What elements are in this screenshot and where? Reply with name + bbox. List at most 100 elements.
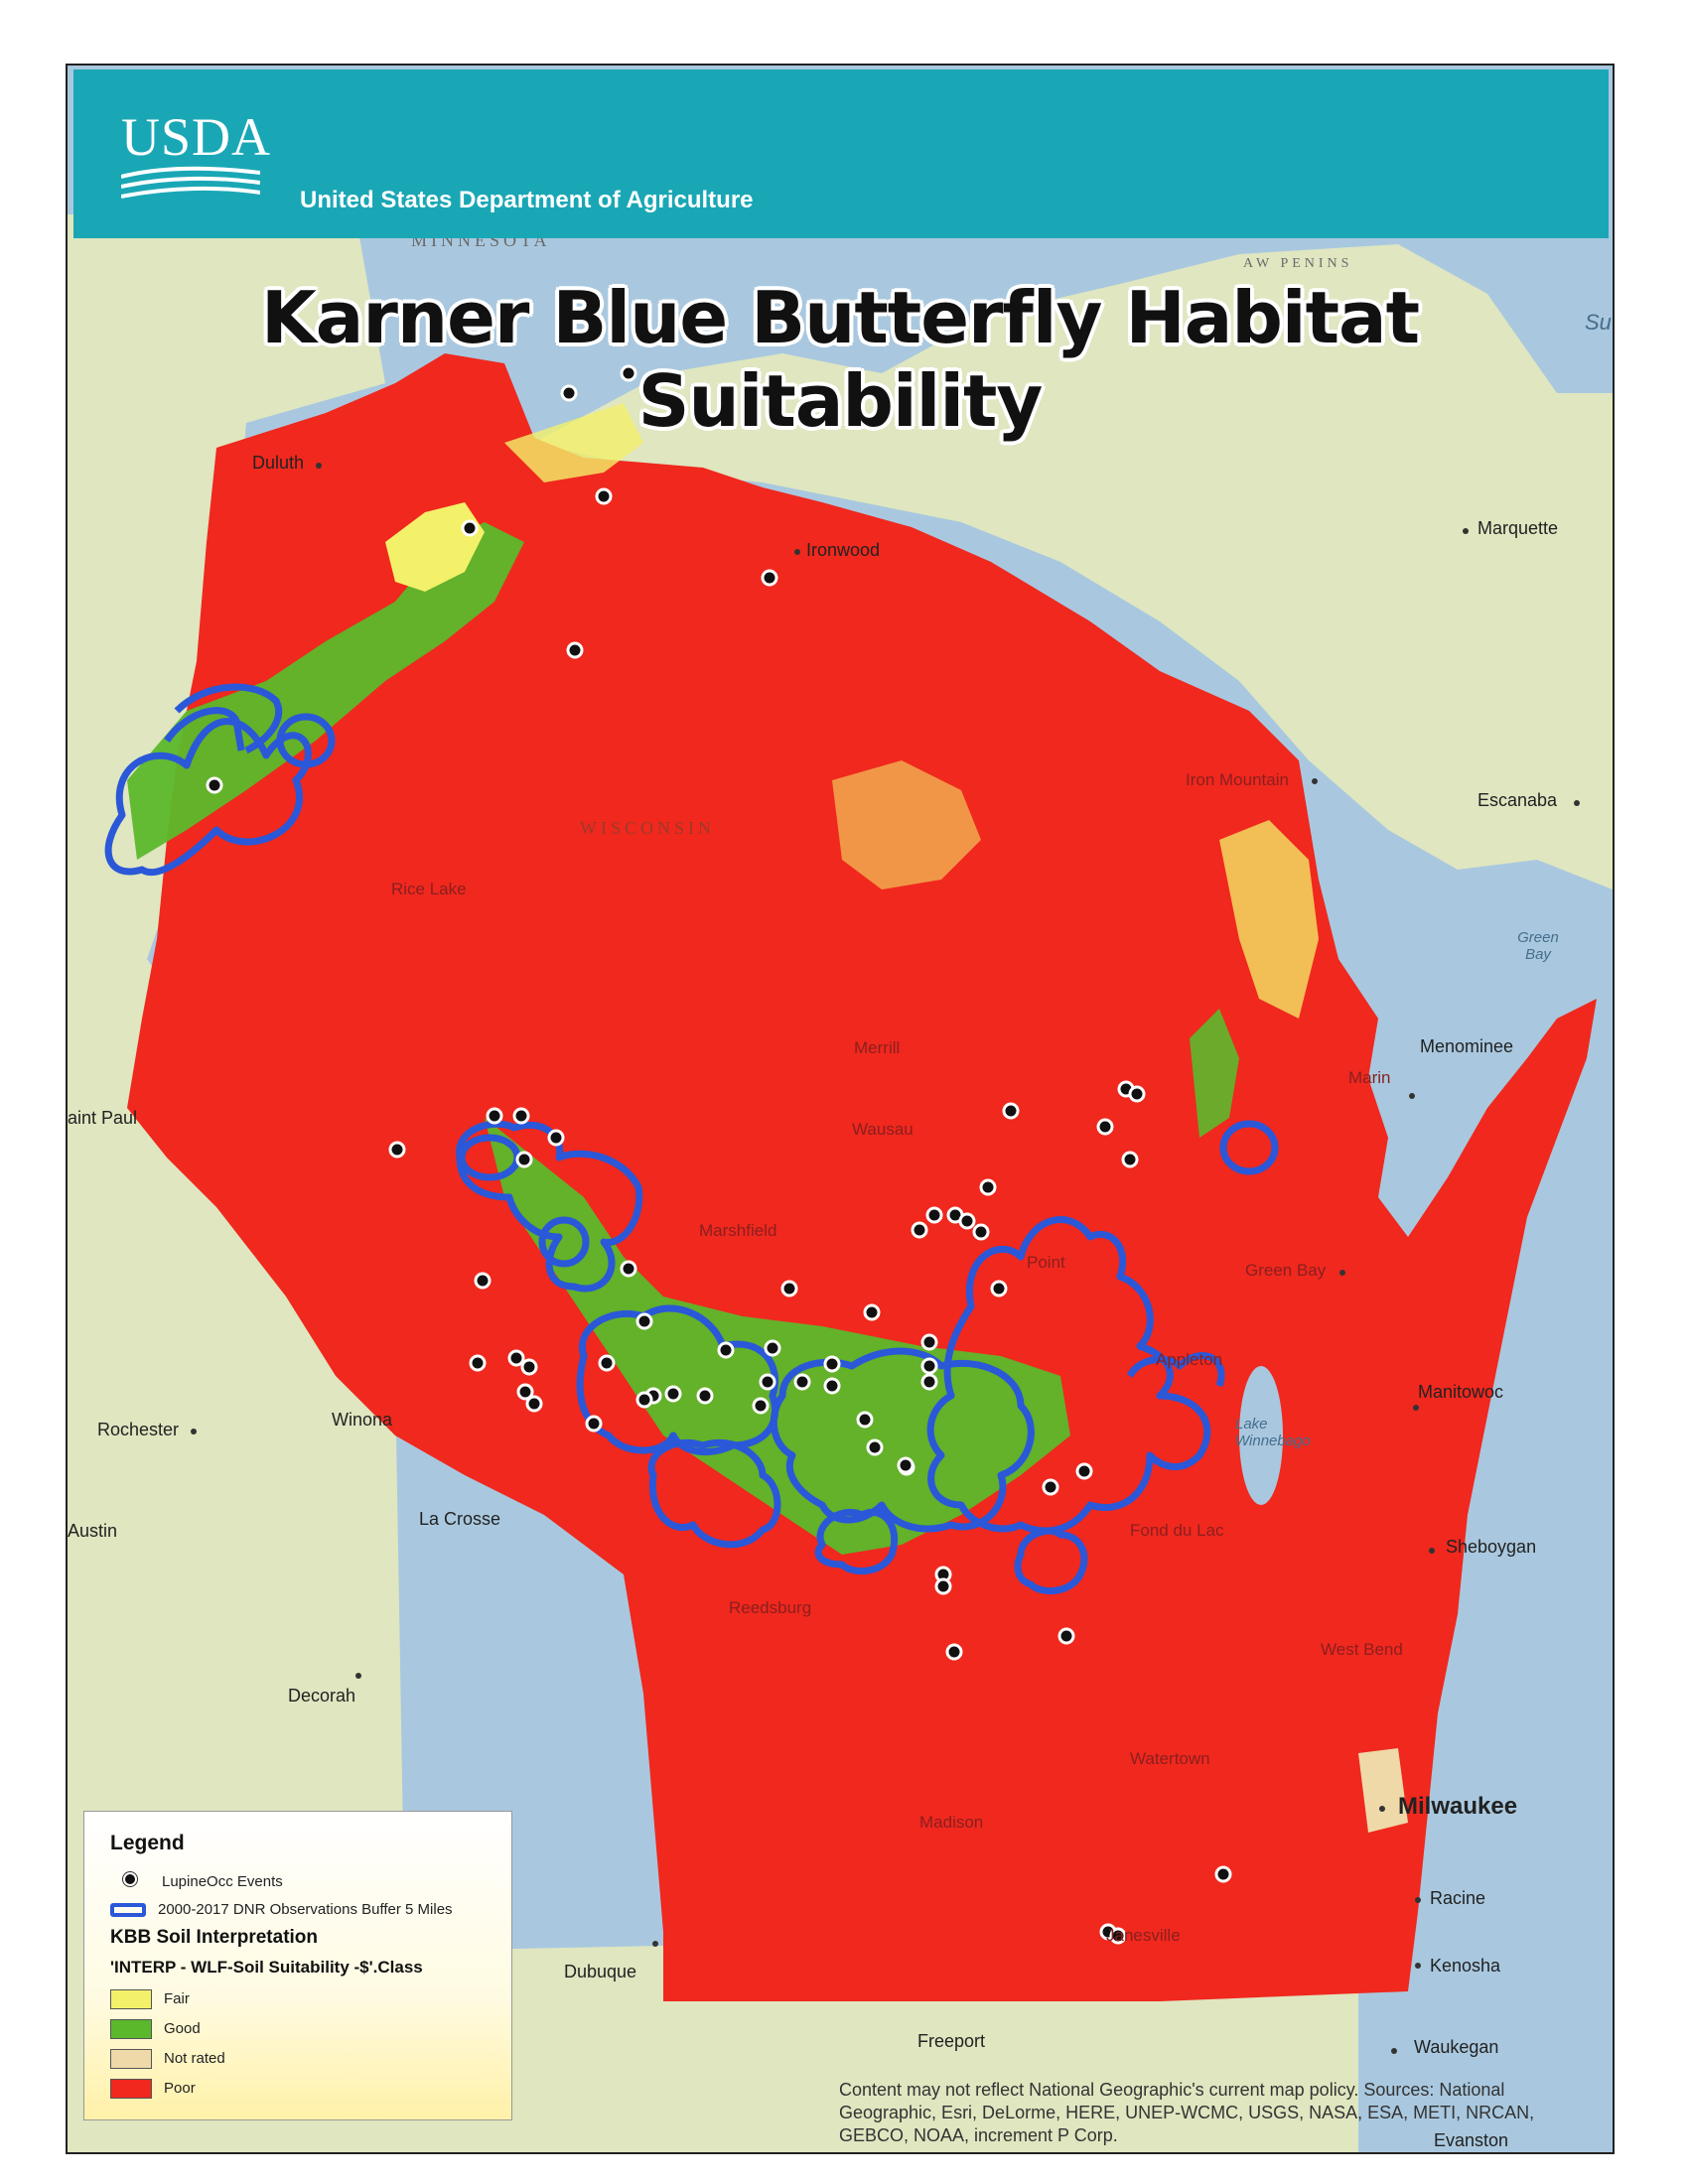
occurrence-point: [866, 1438, 884, 1456]
occurrence-point: [920, 1333, 938, 1351]
city-marker: [1415, 1963, 1421, 1969]
city-marker: [1574, 800, 1580, 806]
label-waukegan: Waukegan: [1414, 2037, 1499, 2057]
occurrence-point: [717, 1341, 735, 1359]
label-watertown: Watertown: [1130, 1749, 1210, 1768]
buffer-northwest-3: [276, 713, 336, 768]
occurrence-point: [920, 1357, 938, 1375]
occurrence-point: [897, 1456, 914, 1474]
label-marinette: Marin: [1348, 1068, 1391, 1087]
occurrence-point: [863, 1303, 881, 1321]
good-area-central: [485, 1118, 1070, 1555]
buffer-east-central: [926, 1216, 1211, 1535]
fair-area-northwest: [385, 502, 485, 592]
occurrence-point: [520, 1358, 538, 1376]
label-milwaukee: Milwaukee: [1398, 1793, 1518, 1820]
label-sheboygan: Sheboygan: [1446, 1537, 1537, 1557]
occurrence-point: [598, 1354, 616, 1372]
usda-logo-text: USDA: [121, 107, 272, 167]
occurrence-point: [512, 1107, 530, 1125]
city-marker: [1379, 1806, 1385, 1812]
city-markers: [191, 463, 1580, 2054]
legend-good-label: Good: [164, 2020, 201, 2037]
occurrence-point: [1214, 1865, 1232, 1883]
buffer-westcentral-3: [538, 1216, 590, 1268]
fair-area-north: [504, 403, 643, 482]
label-saint-paul: aint Paul: [68, 1108, 138, 1128]
label-wisconsin: WISCONSIN: [580, 818, 716, 838]
occurrence-point: [979, 1178, 997, 1196]
buffer-east: [1219, 1120, 1279, 1175]
occurrence-point: [972, 1223, 990, 1241]
occurrence-point: [990, 1280, 1008, 1297]
label-merrill: Merrill: [854, 1038, 901, 1057]
city-marker: [191, 1429, 197, 1434]
buffer-east-central-3: [1014, 1527, 1088, 1595]
city-marker: [652, 1941, 658, 1947]
occurrence-point: [461, 519, 479, 537]
map-frame: USDA United States Department of Agricul…: [66, 64, 1615, 2154]
occurrence-point: [793, 1373, 811, 1391]
city-marker: [355, 1673, 361, 1679]
label-reedsburg: Reedsburg: [729, 1598, 812, 1617]
legend-row-buffer: 2000-2017 DNR Observations Buffer 5 Mile…: [110, 1899, 453, 1921]
legend-buffer-label: 2000-2017 DNR Observations Buffer 5 Mile…: [158, 1901, 453, 1918]
label-upper-peninsula: AW PENINS: [1243, 256, 1353, 271]
legend-kbb-title: KBB Soil Interpretation: [110, 1927, 319, 1948]
city-marker: [1391, 2048, 1397, 2054]
occurrence-point: [664, 1385, 682, 1403]
label-stevens-point: Point: [1027, 1253, 1065, 1272]
city-marker: [1413, 1405, 1419, 1411]
usda-header: USDA United States Department of Agricul…: [73, 69, 1609, 238]
occurrence-point: [945, 1643, 963, 1661]
city-marker: [1339, 1270, 1345, 1276]
label-green-bay-water: Green Bay: [1517, 929, 1559, 963]
map-title: Karner Blue Butterfly Habitat Suitabilit…: [260, 276, 1420, 443]
legend-occurrence-label: LupineOcc Events: [162, 1873, 283, 1890]
legend-row-not-rated: Not rated: [110, 2048, 225, 2070]
city-marker: [794, 549, 800, 555]
poor-swatch: [110, 2079, 152, 2100]
occurrence-point: [585, 1415, 603, 1433]
occurrence-point: [764, 1339, 781, 1357]
label-manitowoc: Manitowoc: [1418, 1382, 1504, 1402]
label-kenosha: Kenosha: [1430, 1956, 1501, 1976]
city-marker: [1463, 528, 1469, 534]
occurrence-point: [469, 1354, 487, 1372]
land-upper-peninsula: [534, 244, 1613, 889]
legend-row-good: Good: [110, 2018, 201, 2040]
buffer-outline-icon: [110, 1903, 146, 1918]
map-legend: Legend LupineOcc Events 2000-2017 DNR Ob…: [83, 1811, 512, 2120]
label-madison: Madison: [919, 1813, 984, 1832]
occurrence-point: [566, 641, 584, 659]
label-austin: Austin: [68, 1521, 118, 1541]
occurrence-point: [206, 776, 223, 794]
buffer-northwest: [104, 718, 312, 877]
label-janesville: Janesville: [1106, 1926, 1181, 1945]
label-rochester: Rochester: [97, 1420, 180, 1439]
occurrence-point: [474, 1272, 492, 1290]
legend-row-occurrence: LupineOcc Events: [110, 1871, 283, 1893]
occurrence-point: [752, 1397, 770, 1415]
buffer-east-central-2: [1126, 1352, 1225, 1388]
occurrence-point: [516, 1383, 534, 1401]
occurrence-point: [515, 1151, 533, 1168]
buffer-central-south: [647, 1438, 781, 1549]
occurrence-point: [547, 1129, 565, 1147]
occurrence-point: [1096, 1118, 1114, 1136]
occurrence-point: [388, 1141, 406, 1159]
fair-area-northcentral: [832, 760, 981, 889]
occurrence-point: [1042, 1478, 1059, 1496]
occurrence-point: [635, 1391, 653, 1409]
legend-row-poor: Poor: [110, 2078, 196, 2100]
label-iron-mountain: Iron Mountain: [1186, 770, 1289, 789]
legend-fair-label: Fair: [164, 1990, 190, 2007]
occurrence-point: [934, 1577, 952, 1595]
occurrence-point: [595, 487, 613, 505]
label-green-bay: Green Bay: [1245, 1261, 1327, 1280]
label-duluth: Duluth: [252, 453, 305, 473]
good-swatch: [110, 2019, 152, 2040]
map-credits: Content may not reflect National Geograp…: [839, 2080, 1535, 2145]
occurrence-point: [911, 1221, 928, 1239]
label-marshfield: Marshfield: [699, 1221, 777, 1240]
